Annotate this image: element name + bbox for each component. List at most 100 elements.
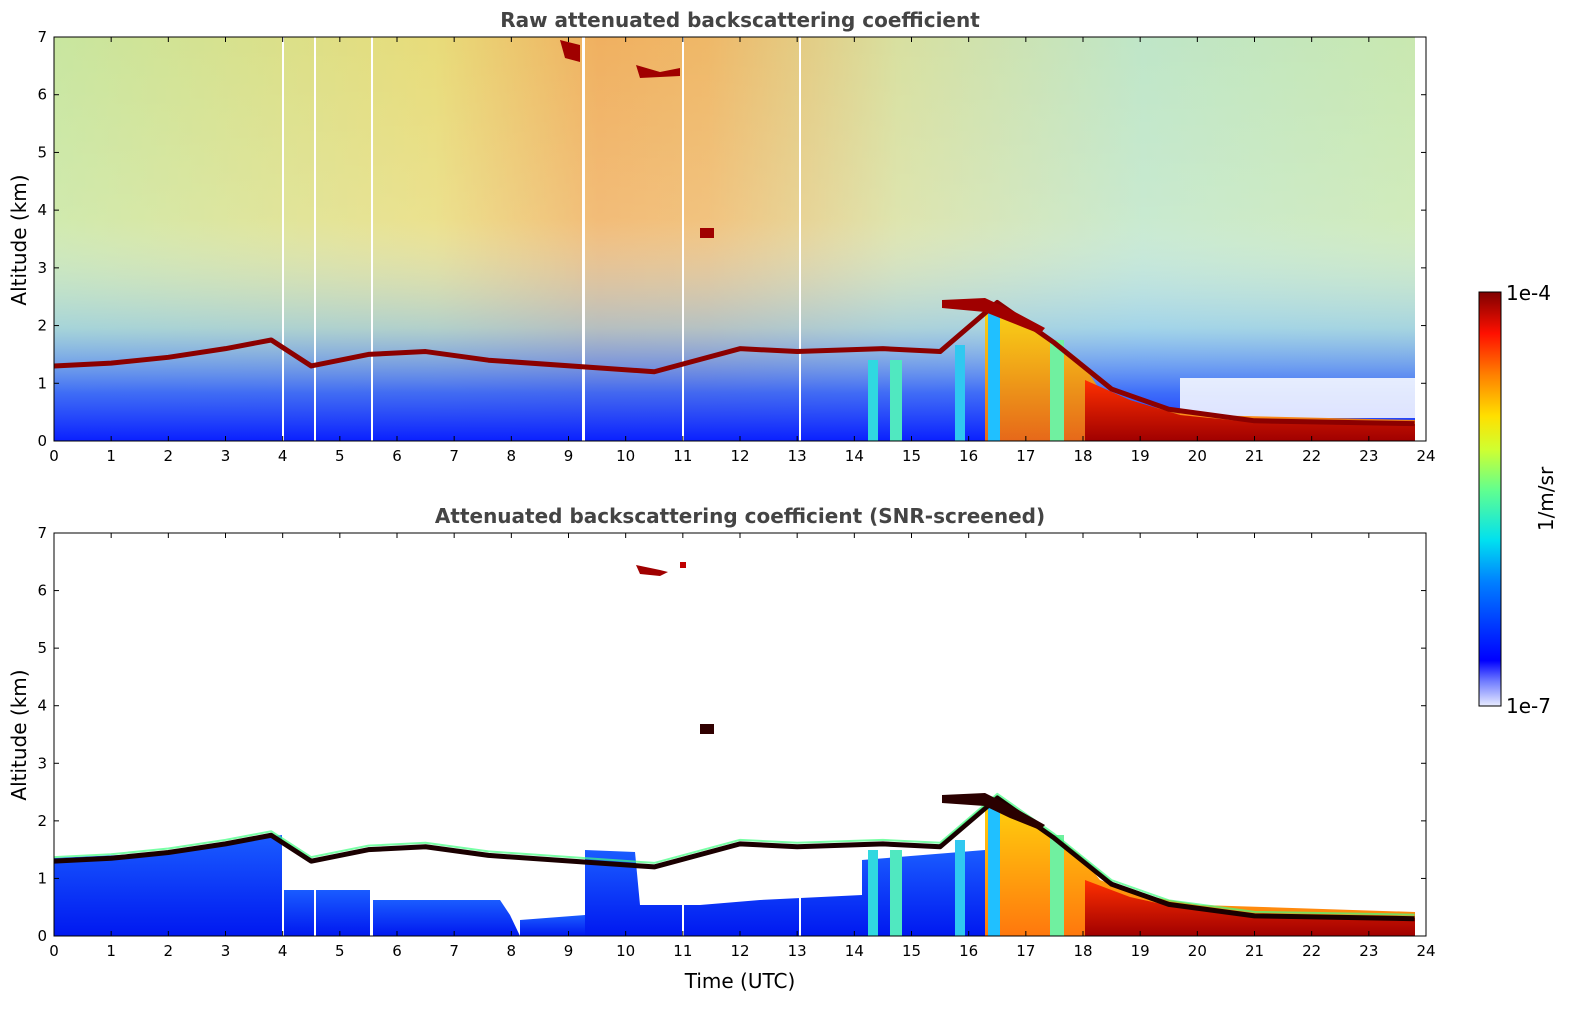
y-tick-label: 0 bbox=[37, 927, 47, 945]
x-tick-label: 12 bbox=[730, 447, 749, 465]
raw-data-gap bbox=[582, 37, 585, 441]
x-tick-label: 11 bbox=[673, 447, 692, 465]
colorbar: 1e-4 1e-7 1/m/sr bbox=[1478, 281, 1558, 718]
x-tick-label: 8 bbox=[507, 447, 517, 465]
y-tick-label: 7 bbox=[37, 28, 47, 46]
snr-cyan-streak bbox=[955, 840, 965, 936]
x-tick-label: 15 bbox=[902, 447, 921, 465]
x-tick-label: 14 bbox=[845, 942, 864, 960]
snr-cloud-layer-edge bbox=[54, 792, 1415, 916]
y-tick-label: 5 bbox=[37, 143, 47, 161]
x-tick-label: 18 bbox=[1073, 942, 1092, 960]
x-tick-label: 0 bbox=[49, 447, 59, 465]
y-tick-label: 2 bbox=[37, 812, 47, 830]
x-tick-label: 23 bbox=[1359, 447, 1378, 465]
y-tick-label: 3 bbox=[37, 754, 47, 772]
x-tick-label: 3 bbox=[221, 942, 231, 960]
x-tick-label: 12 bbox=[730, 942, 749, 960]
snr-y-axis-label: Altitude (km) bbox=[7, 669, 31, 800]
snr-cyan-streak bbox=[890, 850, 902, 936]
snr-boundary-layer bbox=[284, 890, 370, 936]
colorbar-gradient bbox=[1478, 291, 1502, 707]
snr-panel: Attenuated backscattering coefficient (S… bbox=[7, 504, 1436, 993]
raw-clear-region bbox=[1180, 378, 1415, 418]
raw-data-gap bbox=[682, 37, 684, 441]
x-tick-label: 3 bbox=[221, 447, 231, 465]
y-tick-label: 1 bbox=[37, 374, 47, 392]
raw-high-cloud bbox=[636, 65, 680, 78]
x-tick-label: 15 bbox=[902, 942, 921, 960]
y-tick-label: 4 bbox=[37, 697, 47, 715]
snr-hot-near-surface bbox=[1085, 880, 1415, 936]
snr-boundary-layer bbox=[585, 850, 862, 936]
raw-y-axis: 0 1 2 3 4 5 6 7 bbox=[37, 28, 1426, 450]
x-tick-label: 9 bbox=[564, 942, 574, 960]
x-tick-label: 17 bbox=[1016, 447, 1035, 465]
x-tick-label: 19 bbox=[1131, 942, 1150, 960]
raw-panel-title: Raw attenuated backscattering coefficien… bbox=[500, 8, 980, 32]
raw-panel: Raw attenuated backscattering coefficien… bbox=[7, 8, 1436, 465]
y-tick-label: 4 bbox=[37, 201, 47, 219]
snr-cyan-streak bbox=[868, 850, 878, 936]
y-tick-label: 0 bbox=[37, 432, 47, 450]
x-tick-label: 13 bbox=[788, 447, 807, 465]
y-tick-label: 5 bbox=[37, 639, 47, 657]
x-tick-label: 22 bbox=[1302, 942, 1321, 960]
snr-data-gap bbox=[314, 840, 316, 936]
snr-upper-layer bbox=[942, 793, 1045, 830]
x-tick-label: 21 bbox=[1245, 942, 1264, 960]
y-tick-label: 2 bbox=[37, 317, 47, 335]
x-tick-label: 21 bbox=[1245, 447, 1264, 465]
x-tick-label: 7 bbox=[449, 942, 459, 960]
x-tick-label: 1 bbox=[106, 447, 116, 465]
snr-data-gap bbox=[682, 880, 684, 936]
raw-data-gap bbox=[371, 37, 373, 441]
x-tick-label: 24 bbox=[1416, 447, 1435, 465]
x-tick-label: 10 bbox=[616, 447, 635, 465]
x-tick-label: 23 bbox=[1359, 942, 1378, 960]
raw-cyan-streak bbox=[1050, 340, 1064, 441]
snr-cyan-streak bbox=[988, 805, 1000, 936]
raw-x-axis: 0 1 2 3 4 5 6 7 8 9 10 11 12 13 14 15 16 17 18 19 20 21 22 23 24 bbox=[49, 37, 1436, 465]
x-tick-label: 0 bbox=[49, 942, 59, 960]
x-tick-label: 10 bbox=[616, 942, 635, 960]
x-tick-label: 6 bbox=[392, 942, 402, 960]
raw-cyan-streak bbox=[955, 345, 965, 441]
snr-boundary-layer bbox=[862, 850, 985, 936]
snr-high-cloud bbox=[636, 565, 668, 576]
snr-y-axis: 0 1 2 3 4 5 6 7 bbox=[37, 524, 1426, 945]
x-tick-label: 20 bbox=[1188, 942, 1207, 960]
snr-boundary-layer bbox=[372, 900, 520, 936]
snr-data-gap bbox=[371, 840, 373, 936]
colorbar-unit-label: 1/m/sr bbox=[1534, 466, 1558, 531]
x-tick-label: 1 bbox=[106, 942, 116, 960]
y-tick-label: 1 bbox=[37, 869, 47, 887]
x-tick-label: 16 bbox=[959, 942, 978, 960]
snr-boundary-layer bbox=[520, 915, 585, 936]
x-tick-label: 2 bbox=[164, 942, 174, 960]
colorbar-min-label: 1e-7 bbox=[1506, 694, 1551, 718]
raw-cloud-layer bbox=[54, 299, 1415, 427]
raw-y-axis-label: Altitude (km) bbox=[7, 174, 31, 305]
snr-data-gap bbox=[799, 880, 801, 936]
colorbar-max-label: 1e-4 bbox=[1506, 281, 1551, 305]
raw-data-gap bbox=[799, 37, 801, 441]
raw-upper-layer bbox=[942, 298, 1045, 334]
x-tick-label: 6 bbox=[392, 447, 402, 465]
snr-high-cloud bbox=[680, 562, 686, 568]
raw-data-gap bbox=[314, 37, 316, 441]
x-tick-label: 18 bbox=[1073, 447, 1092, 465]
raw-cyan-streak bbox=[868, 360, 878, 441]
raw-heatmap bbox=[54, 37, 1415, 441]
x-tick-label: 11 bbox=[673, 942, 692, 960]
y-tick-label: 6 bbox=[37, 582, 47, 600]
snr-x-axis: 0 1 2 3 4 5 6 7 8 9 10 11 12 13 14 15 16 17 18 19 20 21 22 23 24 bbox=[49, 533, 1436, 960]
snr-panel-title: Attenuated backscattering coefficient (S… bbox=[435, 504, 1045, 528]
y-tick-label: 3 bbox=[37, 259, 47, 277]
y-tick-label: 6 bbox=[37, 86, 47, 104]
raw-cyan-streak bbox=[890, 360, 902, 441]
x-axis-label: Time (UTC) bbox=[684, 969, 796, 993]
x-tick-label: 24 bbox=[1416, 942, 1435, 960]
raw-noise-gradient bbox=[54, 37, 1415, 441]
